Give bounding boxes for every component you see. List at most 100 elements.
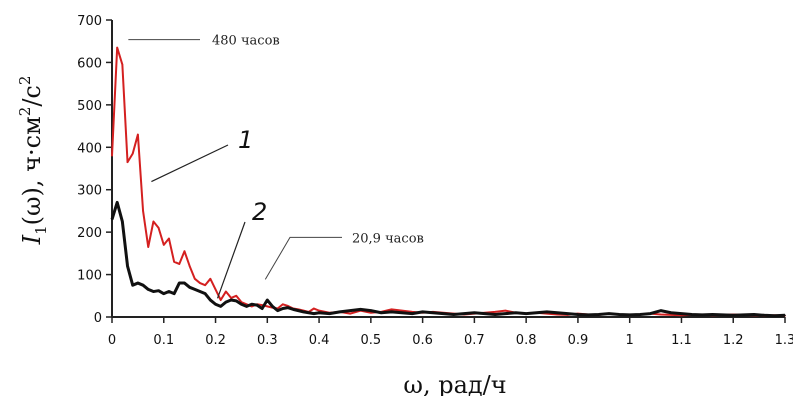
series-2-point bbox=[732, 314, 735, 317]
series-2-point bbox=[711, 313, 714, 316]
series-2 bbox=[110, 200, 786, 318]
series-2-point bbox=[137, 282, 139, 284]
series-2-point bbox=[525, 312, 527, 315]
x-tick-label: 0.2 bbox=[205, 333, 226, 348]
y-label-main: I bbox=[18, 234, 46, 245]
series-2-point bbox=[328, 312, 331, 315]
x-ticks: 0 0.1 0.2 0.3 0.4 0.5 0.6 0.7 0.8 0.9 1 1.1 1.2 1.3 bbox=[108, 317, 793, 348]
series-1-point bbox=[178, 263, 181, 265]
series-2-point bbox=[214, 303, 217, 306]
series-1-point bbox=[142, 210, 144, 212]
x-tick-label: 0 bbox=[108, 333, 116, 348]
series-2-point bbox=[282, 307, 284, 310]
series-2-point bbox=[178, 282, 181, 284]
series-2-point bbox=[230, 299, 232, 301]
series-2-point bbox=[121, 220, 124, 223]
x-axis-label: ω, рад/ч bbox=[403, 371, 506, 396]
series-1-point bbox=[168, 237, 170, 240]
series-1-point bbox=[131, 152, 134, 155]
series-1-point bbox=[504, 309, 507, 312]
series-1-point bbox=[349, 312, 351, 315]
x-tick-label: 1.2 bbox=[723, 333, 744, 348]
x-tick-label: 0.1 bbox=[153, 333, 174, 348]
x-tick-label: 1.1 bbox=[671, 333, 692, 348]
x-tick-label: 0.4 bbox=[309, 333, 330, 348]
x-tick-label: 0.9 bbox=[568, 333, 589, 348]
series-1-point bbox=[266, 305, 269, 308]
blank-box bbox=[508, 20, 788, 120]
series-2-point bbox=[597, 313, 600, 316]
series-1-point bbox=[188, 265, 191, 267]
x-tick-label: 0.6 bbox=[412, 333, 433, 348]
series-2-point bbox=[225, 301, 227, 303]
series-2-point bbox=[432, 311, 434, 314]
series-1-point bbox=[183, 250, 186, 253]
series-1-point bbox=[137, 133, 139, 136]
series-2-point bbox=[442, 312, 445, 315]
series-2-point bbox=[587, 314, 590, 316]
series-2-point bbox=[307, 311, 310, 314]
y-label-sup1: 2 bbox=[16, 107, 34, 117]
series-1-point bbox=[401, 309, 403, 312]
series-2-point bbox=[235, 300, 238, 302]
curve-1-leader bbox=[151, 144, 229, 183]
series-2-point bbox=[318, 311, 320, 314]
series-1-point bbox=[194, 278, 196, 280]
series-1-point bbox=[235, 294, 238, 297]
y-label-unit2: /с bbox=[18, 85, 46, 107]
series-1-point bbox=[204, 284, 206, 286]
series-2-point bbox=[463, 312, 465, 315]
y-label-rest: (ω), ч·см bbox=[18, 116, 46, 225]
series-2-point bbox=[390, 311, 393, 313]
series-2-point bbox=[504, 312, 507, 315]
series-2-point bbox=[359, 308, 362, 311]
series-1-point bbox=[390, 308, 393, 311]
series-1-point bbox=[157, 227, 160, 229]
series-2-point bbox=[287, 306, 289, 309]
series-1-point bbox=[282, 303, 284, 306]
series-2-point bbox=[194, 288, 196, 291]
series-2-point bbox=[250, 303, 253, 306]
y-tick-label: 500 bbox=[77, 99, 102, 114]
series-2-point bbox=[266, 299, 269, 301]
curve-2-label: 2 bbox=[252, 198, 267, 226]
series-1-point bbox=[313, 307, 315, 310]
y-tick-label: 300 bbox=[77, 184, 102, 199]
series-2-point bbox=[421, 311, 424, 313]
series-2-point bbox=[670, 311, 672, 314]
series-2-point bbox=[380, 311, 383, 314]
series-1-point bbox=[209, 278, 212, 280]
series-2-point bbox=[370, 309, 372, 312]
series-2-point bbox=[773, 314, 776, 317]
series-2-point bbox=[126, 265, 129, 267]
series-2-point bbox=[753, 313, 755, 316]
series-2-point bbox=[142, 284, 144, 286]
series-2-point bbox=[515, 311, 517, 314]
series-2-point bbox=[147, 288, 150, 291]
series-1-point bbox=[162, 244, 165, 246]
series-2-point bbox=[162, 292, 165, 295]
series-1-point bbox=[214, 288, 217, 291]
curve-1-label: 1 bbox=[238, 126, 253, 154]
series-2-point bbox=[209, 299, 212, 301]
series-1-point bbox=[199, 282, 201, 284]
series-2-point bbox=[639, 313, 641, 316]
series-2-point bbox=[763, 314, 766, 317]
series-2-point bbox=[168, 290, 170, 293]
series-2-point bbox=[199, 290, 201, 293]
annotations-layer: 480 часов 20,9 часов 1 2 bbox=[128, 34, 424, 299]
series-2-point bbox=[784, 314, 786, 317]
series-1-point bbox=[659, 313, 662, 316]
x-tick-label: 1.3 bbox=[775, 333, 793, 348]
series-layer bbox=[110, 46, 786, 318]
series-2-point bbox=[219, 305, 222, 308]
y-label-sub: 1 bbox=[32, 225, 50, 235]
series-1-point bbox=[318, 309, 320, 312]
series-2-point bbox=[292, 308, 294, 311]
x-tick-label: 0.8 bbox=[516, 333, 537, 348]
series-2-point bbox=[473, 311, 476, 314]
series-2-point bbox=[535, 311, 538, 314]
series-2-point bbox=[256, 304, 258, 306]
annotation-label: 480 часов bbox=[212, 34, 280, 49]
